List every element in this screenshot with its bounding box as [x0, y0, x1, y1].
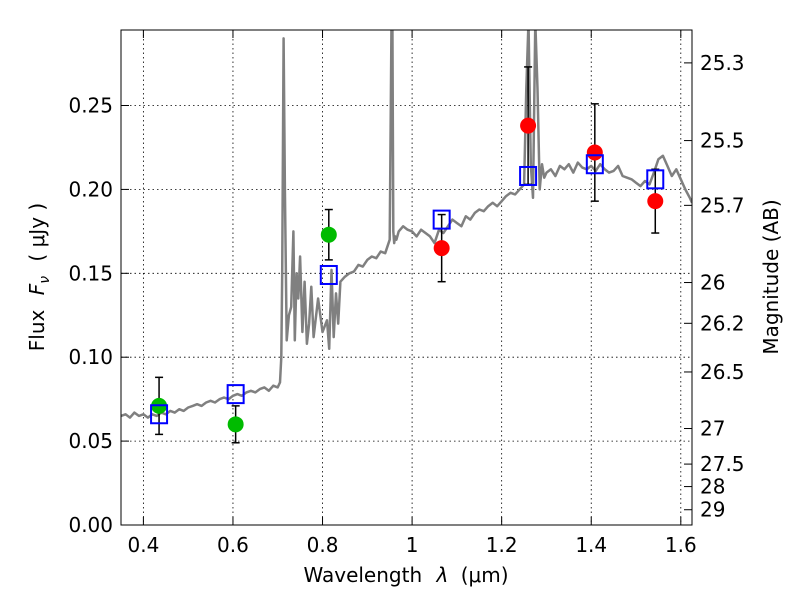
y-tick-label: 0.25: [68, 94, 113, 118]
model-box-point: [519, 165, 538, 186]
x-tick-label: 1.2: [486, 533, 518, 557]
x-tick-label: 0.8: [307, 533, 339, 557]
plot-frame: [120, 29, 693, 526]
model-box-point: [585, 154, 604, 175]
y-tick-label: 0.10: [68, 345, 113, 369]
y2-tick-label: 25.3: [700, 51, 745, 75]
y-tick-label: 0.15: [68, 261, 113, 285]
model-box-point: [432, 209, 451, 230]
y-tick-label: 0.00: [68, 513, 113, 537]
spectrum-line: [121, 30, 692, 419]
x-tick-label: 1.4: [575, 533, 607, 557]
optical-data-point: [227, 416, 244, 433]
y-tick-label: 0.20: [68, 177, 113, 201]
nir-data-point: [433, 240, 450, 257]
nir-data-point: [647, 193, 664, 210]
nir-data-point: [586, 144, 603, 161]
model-box-point: [150, 404, 169, 425]
x-tick-label: 1.6: [665, 533, 697, 557]
model-box-point: [226, 384, 245, 405]
y2-tick-label: 25.7: [700, 193, 745, 217]
y2-tick-label: 25.5: [700, 129, 745, 153]
y2-tick-label: 27.5: [700, 452, 745, 476]
model-box-point: [646, 169, 665, 190]
x-tick-label: 1: [406, 533, 419, 557]
model-box-point: [319, 264, 338, 285]
axis-ticks: 0.4 0.6 0.8 1 1.2 1.4 1.6 0.00 0.05 0.10 0.15 0.20 0…: [68, 30, 745, 557]
x-tick-label: 0.4: [127, 533, 159, 557]
grid: [121, 30, 692, 526]
y2-tick-label: 26.2: [700, 311, 745, 335]
y-axis-label: Flux Fν ( μJy ): [25, 203, 54, 351]
plot-area: [121, 30, 692, 444]
x-axis-label: Wavelength λ (μm): [303, 563, 508, 587]
y2-tick-label: 26.5: [700, 360, 745, 384]
series-clip-group: [121, 30, 692, 444]
y2-axis-label: Magnitude (AB): [759, 199, 783, 354]
y2-tick-label: 29: [700, 498, 725, 522]
nir-data-point: [520, 117, 537, 134]
y2-tick-label: 28: [700, 475, 725, 499]
x-tick-label: 0.6: [217, 533, 249, 557]
y2-tick-label: 26: [700, 271, 725, 295]
y-tick-label: 0.05: [68, 429, 113, 453]
optical-data-point: [320, 226, 337, 243]
y2-tick-label: 27: [700, 417, 725, 441]
